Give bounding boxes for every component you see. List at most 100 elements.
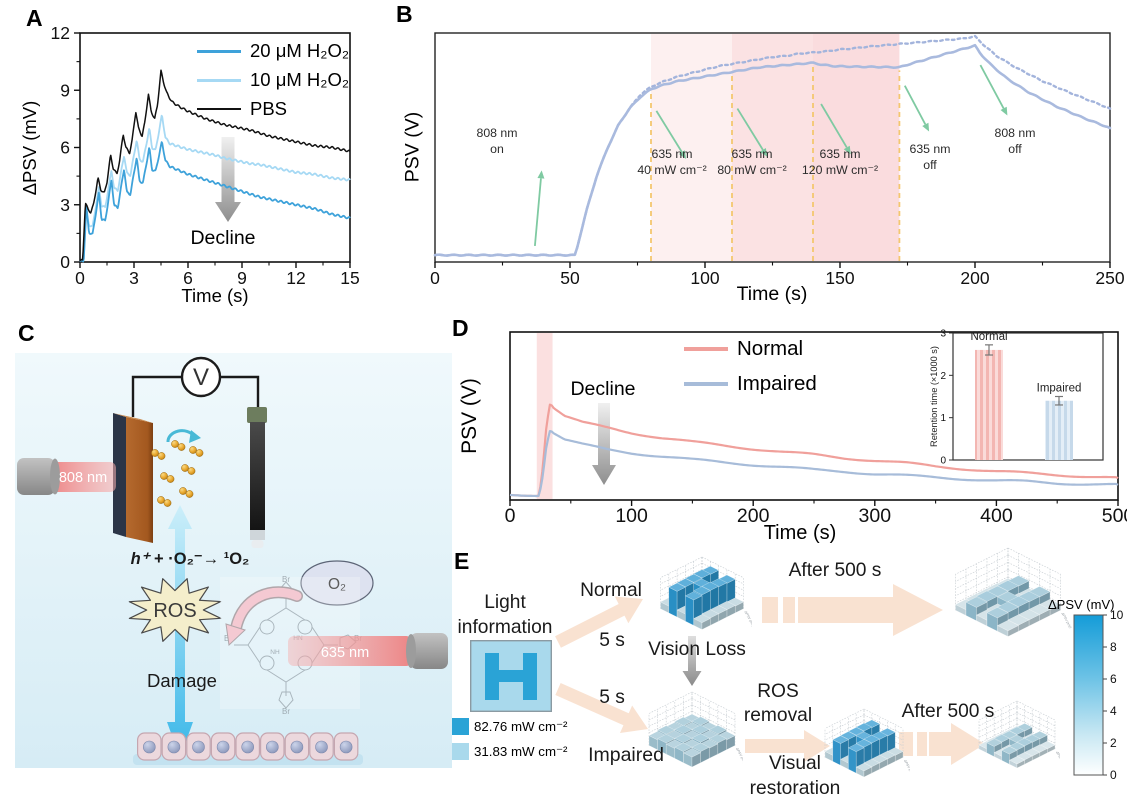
svg-text:Impaired: Impaired bbox=[1037, 383, 1082, 395]
svg-text:12: 12 bbox=[286, 268, 305, 288]
o2-capture-arrow bbox=[231, 587, 302, 633]
svg-text:12: 12 bbox=[51, 23, 70, 43]
panel-d-xlabel: Time (s) bbox=[763, 522, 837, 544]
svg-text:250: 250 bbox=[1095, 268, 1124, 288]
legend-item: PBS bbox=[197, 98, 349, 120]
svg-text:2: 2 bbox=[940, 371, 946, 382]
annotation-635-40: 635 nm 40 mW cm⁻² bbox=[637, 147, 707, 177]
annotation-635-120: 635 nm 120 mW cm⁻² bbox=[801, 147, 879, 177]
beam-808 bbox=[50, 462, 116, 492]
normal-label: Normal bbox=[580, 580, 642, 601]
svg-text:8: 8 bbox=[1110, 640, 1117, 654]
panel-d-ylabel: PSV (V) bbox=[458, 378, 481, 454]
svg-text:500: 500 bbox=[1102, 505, 1127, 527]
map-restored: ΔPSV (mV) bbox=[824, 708, 910, 778]
after-500s-top-label: After 500 s bbox=[788, 560, 882, 581]
annotation-635-80: 635 nm 80 mW cm⁻² bbox=[717, 147, 787, 177]
probe-tip bbox=[250, 530, 265, 540]
svg-text:6: 6 bbox=[1110, 672, 1117, 686]
svg-text:Br: Br bbox=[282, 575, 290, 584]
colorbar-title: ΔPSV (mV) bbox=[1048, 597, 1115, 612]
svg-text:200: 200 bbox=[960, 268, 989, 288]
svg-text:2: 2 bbox=[1110, 736, 1117, 750]
ros-text: ROS bbox=[153, 600, 196, 622]
panel-b-label: B bbox=[396, 1, 413, 27]
annotation-635-off: 635 nm off bbox=[909, 142, 951, 172]
svg-text:4: 4 bbox=[1110, 704, 1117, 718]
legend-swatch bbox=[452, 743, 469, 760]
laser-808-body bbox=[17, 458, 55, 495]
probe-body bbox=[250, 422, 265, 530]
wire-right bbox=[220, 375, 260, 408]
svg-text:3: 3 bbox=[60, 195, 70, 215]
panel-e-arrows bbox=[555, 584, 985, 765]
laser-635-text: 635 nm bbox=[321, 645, 369, 661]
svg-text:15: 15 bbox=[340, 268, 359, 288]
laser-635-body bbox=[410, 633, 448, 669]
legend-item: 20 μM H₂O₂ bbox=[197, 40, 349, 62]
impaired-label: Impaired bbox=[588, 744, 664, 766]
probe-cap bbox=[247, 407, 267, 423]
panel-b-xlabel: Time (s) bbox=[736, 283, 808, 305]
laser-808-cap bbox=[50, 458, 60, 495]
laser-635-cap bbox=[406, 634, 416, 668]
e-legend-low: 31.83 mW cm⁻² bbox=[452, 743, 567, 760]
map-normal-5s: ΔPSV (mV) bbox=[660, 556, 752, 630]
panel-a-chart: 0 3 6 9 12 15 0 3 6 9 12 bbox=[51, 23, 360, 288]
svg-text:3: 3 bbox=[129, 268, 139, 288]
legend-item: Normal bbox=[684, 337, 817, 361]
svg-text:9: 9 bbox=[60, 80, 70, 100]
svg-text:100: 100 bbox=[615, 505, 648, 527]
panel-b-chart: 0 50 100 150 200 250 bbox=[430, 32, 1125, 288]
panel-a-decline-label: Decline bbox=[190, 227, 256, 249]
svg-text:6: 6 bbox=[183, 268, 193, 288]
svg-text:0: 0 bbox=[60, 252, 70, 272]
svg-text:50: 50 bbox=[560, 268, 580, 288]
legend-swatch bbox=[197, 108, 241, 110]
laser-808-text: 808 nm bbox=[59, 470, 107, 486]
svg-text:150: 150 bbox=[825, 268, 854, 288]
legend-swatch bbox=[452, 718, 469, 735]
panel-a-label: A bbox=[26, 5, 43, 31]
svg-text:300: 300 bbox=[859, 505, 892, 527]
map-impaired-5s: ΔPSV (mV) bbox=[648, 691, 743, 768]
five-s-bottom-label: 5 s bbox=[599, 687, 625, 708]
beam-635 bbox=[288, 636, 412, 666]
panel-a-xlabel: Time (s) bbox=[181, 285, 249, 306]
svg-text:ΔPSV (mV): ΔPSV (mV) bbox=[743, 609, 752, 627]
panel-a-ylabel: ΔPSV (mV) bbox=[19, 100, 40, 196]
colorbar: 0 2 4 6 8 10 bbox=[1073, 608, 1124, 782]
swirl-arrowhead bbox=[189, 430, 201, 443]
o2-bubble bbox=[300, 560, 374, 606]
svg-text:6: 6 bbox=[60, 138, 70, 158]
ros-star-icon bbox=[128, 578, 222, 642]
electrode-back bbox=[113, 413, 126, 537]
cell-row bbox=[136, 732, 359, 761]
voltmeter-v: V bbox=[193, 364, 209, 391]
panel-b-ylabel: PSV (V) bbox=[401, 111, 424, 183]
svg-text:ΔPSV (mV): ΔPSV (mV) bbox=[1055, 750, 1060, 768]
panel-c-background bbox=[15, 353, 452, 768]
visual-restoration-label: Visual restoration bbox=[749, 753, 841, 799]
legend-swatch bbox=[684, 347, 728, 351]
e-legend-high: 82.76 mW cm⁻² bbox=[452, 718, 567, 735]
charge-dots bbox=[151, 440, 204, 507]
after-500s-bottom-label: After 500 s bbox=[901, 701, 995, 722]
svg-text:3: 3 bbox=[940, 329, 946, 340]
svg-text:9: 9 bbox=[237, 268, 247, 288]
svg-text:0: 0 bbox=[1110, 768, 1117, 782]
electrode-front bbox=[126, 417, 153, 543]
light-information-label: Light information bbox=[457, 592, 553, 638]
panel-d-decline-label: Decline bbox=[570, 378, 636, 400]
probe-tip-end bbox=[251, 540, 264, 548]
svg-text:0: 0 bbox=[505, 505, 516, 527]
map-normal-after-500s: ΔPSV (mV) bbox=[955, 547, 1072, 637]
svg-text:NH: NH bbox=[270, 649, 280, 656]
svg-text:100: 100 bbox=[690, 268, 719, 288]
svg-text:0: 0 bbox=[940, 456, 946, 467]
svg-text:Normal: Normal bbox=[970, 331, 1007, 343]
panel-d-legend: Normal Impaired bbox=[684, 337, 817, 396]
ros-removal-label: ROS removal bbox=[743, 681, 813, 726]
svg-text:200: 200 bbox=[737, 505, 770, 527]
